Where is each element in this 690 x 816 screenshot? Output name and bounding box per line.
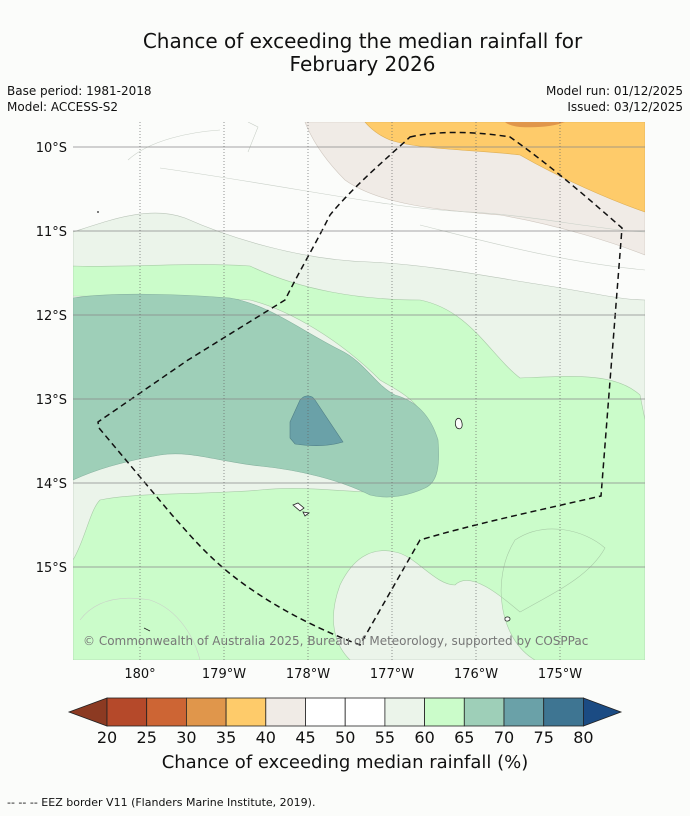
colorbar-extension-high <box>583 697 623 727</box>
zone-35-40 <box>364 122 645 213</box>
colorbar-swatch <box>503 697 545 727</box>
colorbar-tick-label: 65 <box>454 728 474 747</box>
island <box>292 502 310 517</box>
copyright-notice: © Commonwealth of Australia 2025, Bureau… <box>83 634 588 648</box>
zone-70-75 <box>73 293 439 498</box>
base-period: Base period: 1981-2018 <box>7 84 152 98</box>
contour-line <box>127 122 645 271</box>
colorbar-tick-label: 80 <box>573 728 593 747</box>
lat-label: 12°S <box>36 309 67 324</box>
model-run: Model run: 01/12/2025 <box>545 84 683 98</box>
colorbar-swatch <box>106 697 148 727</box>
island <box>143 627 151 632</box>
colorbar-tick-label: 55 <box>375 728 395 747</box>
colorbar-swatch <box>424 697 465 727</box>
colorbar-label: Chance of exceeding median rainfall (%) <box>161 752 529 773</box>
colorbar-swatch <box>543 697 584 727</box>
colorbar-swatch <box>463 697 505 727</box>
probability-contours: © Commonwealth of Australia 2025, Bureau… <box>73 122 645 660</box>
model-name: Model: ACCESS-S2 <box>7 100 119 114</box>
colorbar-swatch <box>305 697 346 727</box>
colorbar-tick-label: 70 <box>494 728 514 747</box>
colorbar-tick-label: 75 <box>534 728 554 747</box>
colorbar-swatch <box>265 697 306 727</box>
meta-left: Base period: 1981-2018 Model: ACCESS-S2 <box>7 83 152 115</box>
lat-label: 13°S <box>36 393 67 408</box>
colorbar-extension-low <box>67 697 108 727</box>
colorbar-tick-label: 40 <box>256 728 276 747</box>
colorbar-tick-label: 45 <box>295 728 315 747</box>
lat-label: 11°S <box>36 225 67 240</box>
island <box>454 417 463 430</box>
issued-date: Issued: 03/12/2025 <box>567 100 683 114</box>
graticule <box>73 122 645 660</box>
lat-label: 14°S <box>36 477 67 492</box>
colorbar-tick-label: 35 <box>216 728 236 747</box>
meta-right: Model run: 01/12/2025 Issued: 03/12/2025 <box>546 83 683 115</box>
zone-75-80 <box>289 395 344 447</box>
title-line-1: Chance of exceeding the median rainfall … <box>142 29 583 53</box>
lon-label: 180° <box>124 667 155 682</box>
colorbar: 20 25 30 35 40 45 50 55 60 65 70 75 80 <box>67 697 623 747</box>
lon-label: 176°W <box>454 667 498 682</box>
colorbar-tick-label: 60 <box>414 728 434 747</box>
colorbar-tick-label: 25 <box>137 728 157 747</box>
contour-line <box>79 597 201 660</box>
colorbar-swatch <box>225 697 267 727</box>
island <box>504 616 511 622</box>
lon-label: 177°W <box>370 667 414 682</box>
island <box>97 211 99 213</box>
zone-30-35 <box>505 122 565 128</box>
colorbar-tick-label: 20 <box>97 728 117 747</box>
lat-label: 15°S <box>36 561 67 576</box>
lat-label: 10°S <box>36 141 67 156</box>
colorbar-swatch <box>185 697 227 727</box>
colorbar-swatch <box>146 697 187 727</box>
colorbar-swatch <box>344 697 386 727</box>
colorbar-tick-label: 50 <box>335 728 355 747</box>
colorbar-swatch <box>384 697 425 727</box>
eez-footnote: -- -- -- EEZ border V11 (Flanders Marine… <box>7 796 316 809</box>
lon-label: 175°W <box>538 667 582 682</box>
title-line-2: February 2026 <box>289 52 436 76</box>
colorbar-tick-label: 30 <box>176 728 196 747</box>
eez-border <box>97 131 623 646</box>
lon-label: 178°W <box>286 667 330 682</box>
map-title: Chance of exceeding the median rainfall … <box>0 30 690 76</box>
lon-label: 179°W <box>202 667 246 682</box>
